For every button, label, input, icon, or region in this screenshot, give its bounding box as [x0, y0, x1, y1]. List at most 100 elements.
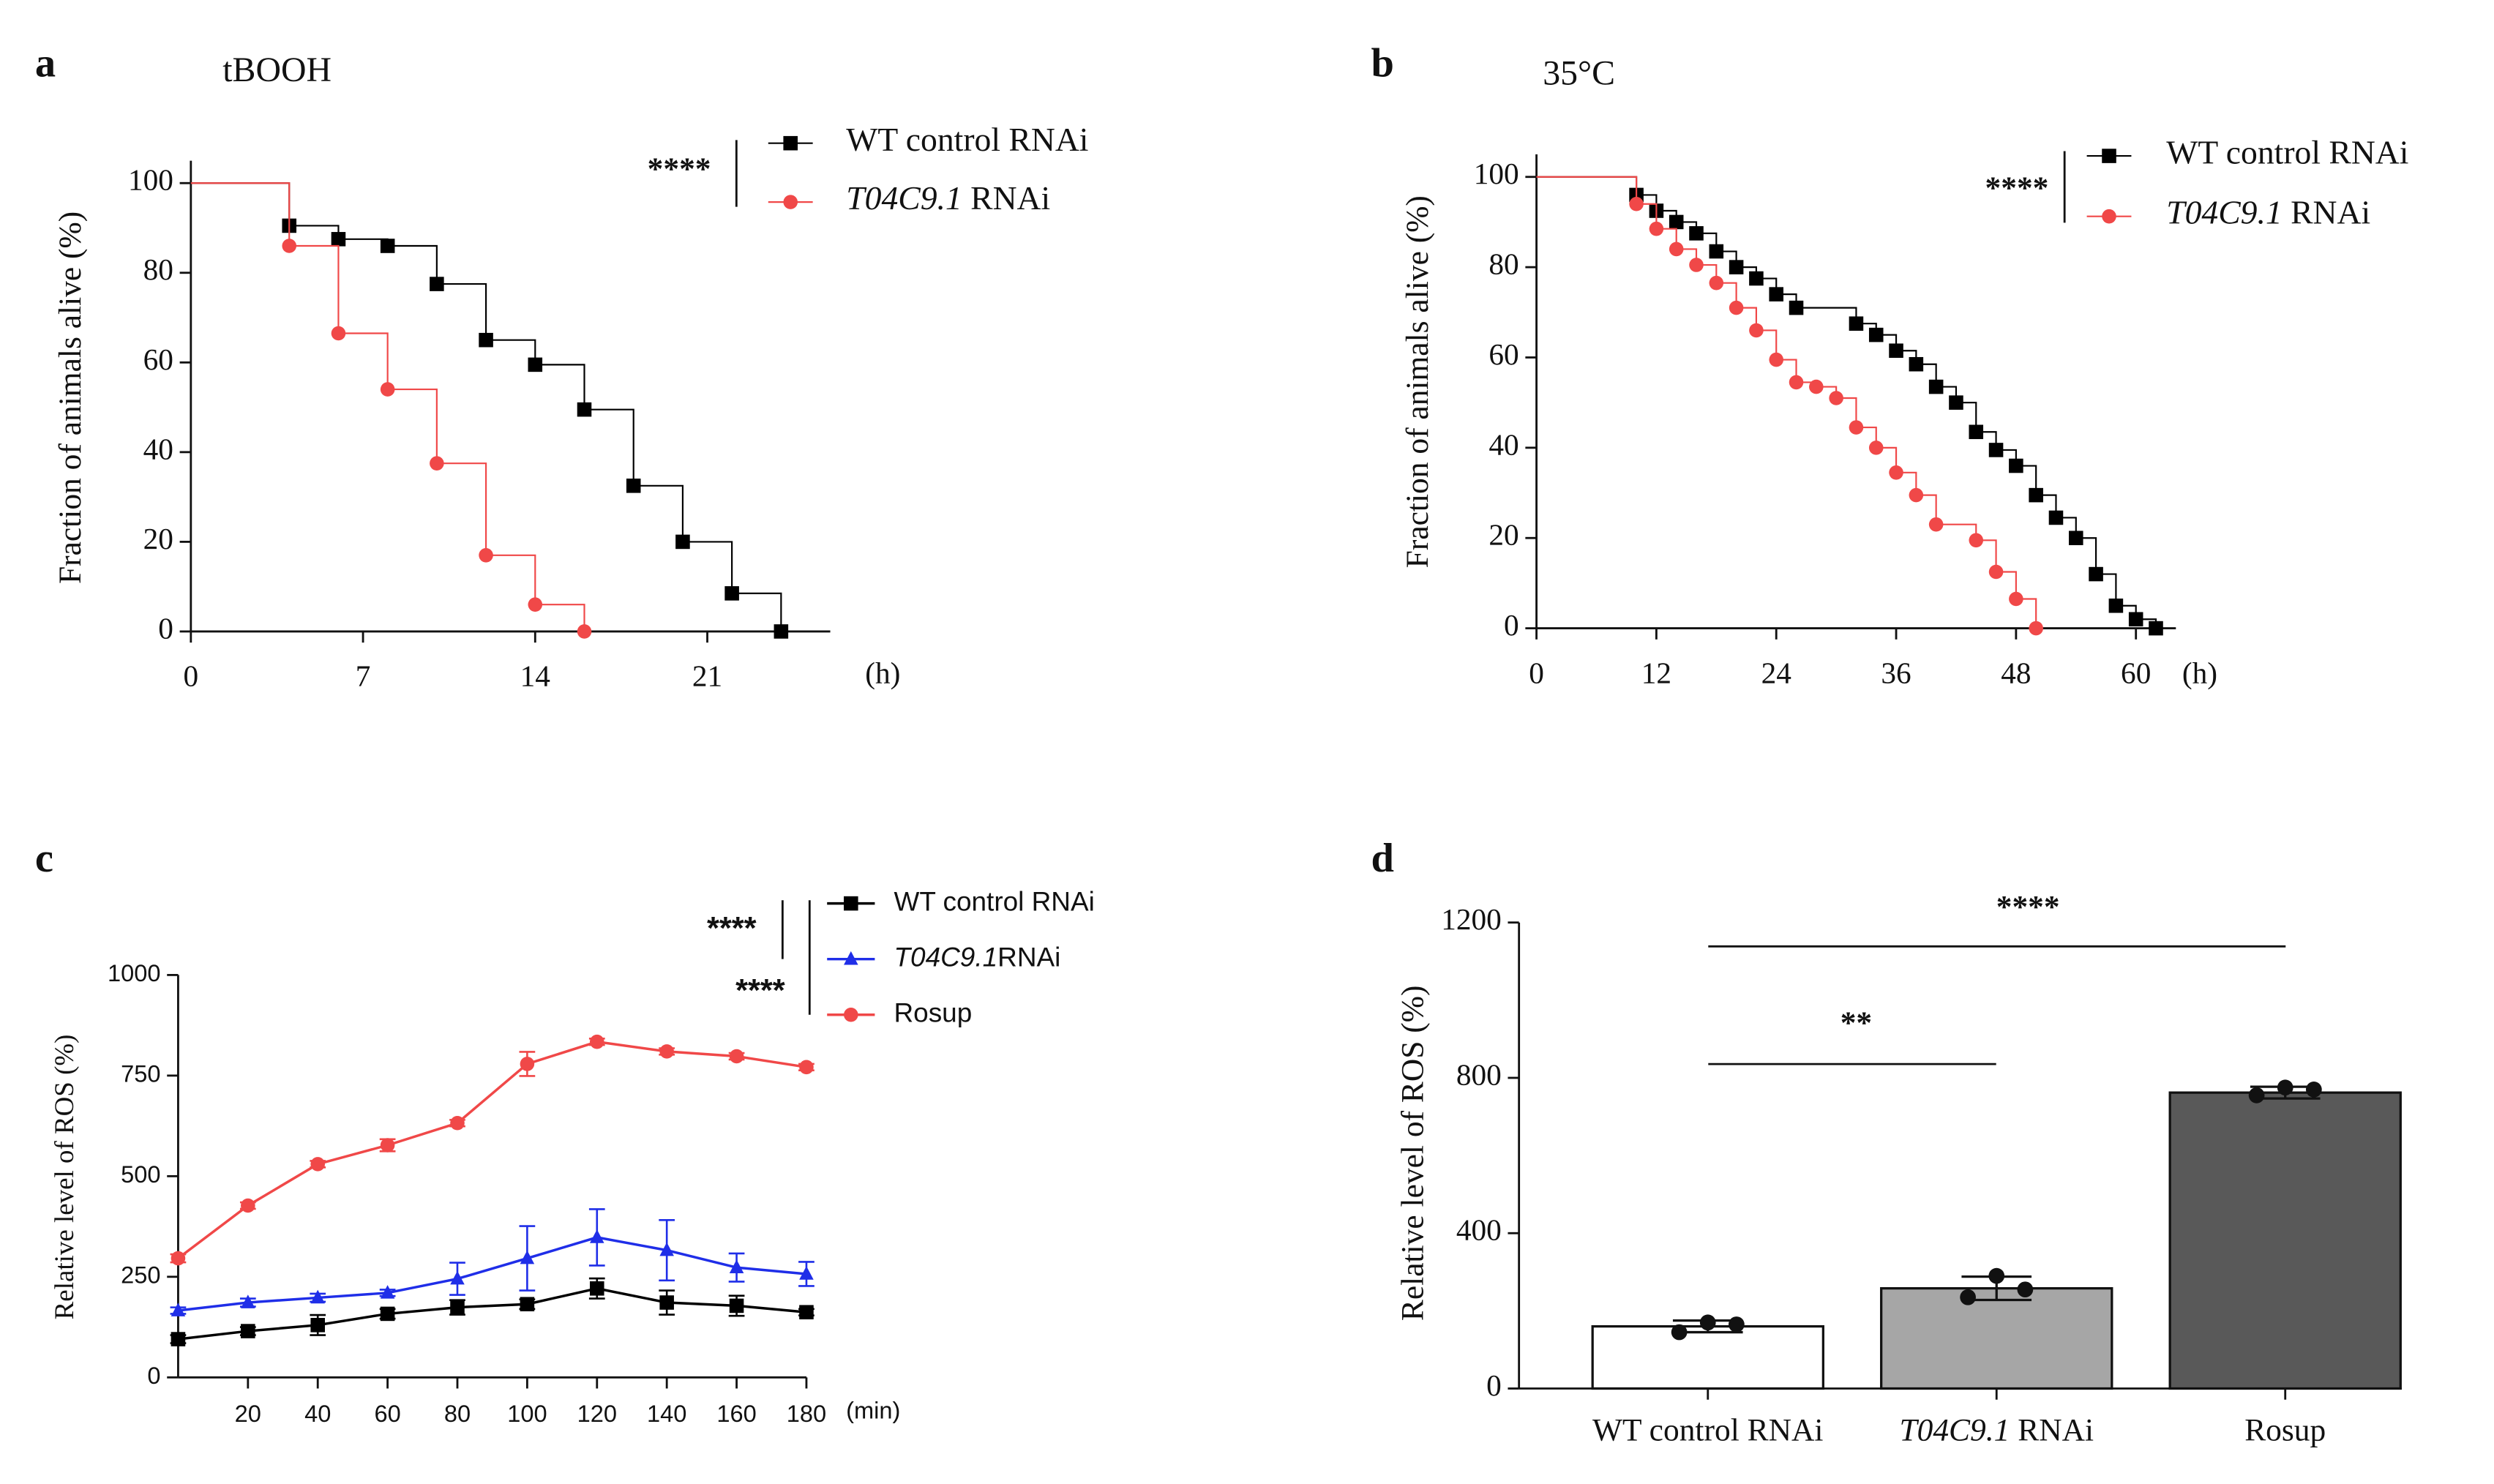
marker [528, 357, 543, 372]
marker [1909, 487, 1924, 503]
x-tick-label: 21 [692, 659, 722, 693]
data-point [2305, 1082, 2322, 1098]
x-tick-label: 120 [577, 1400, 617, 1427]
y-tick-label: 1200 [1441, 902, 1502, 936]
marker [1868, 441, 1884, 455]
marker [2108, 598, 2124, 613]
data-point [2248, 1087, 2265, 1103]
marker [1849, 420, 1864, 435]
y-tick-label: 400 [1456, 1213, 1502, 1247]
marker [310, 1289, 325, 1304]
marker [1789, 300, 1804, 315]
marker [520, 1250, 535, 1264]
marker [479, 548, 493, 563]
marker [1889, 343, 1903, 359]
y-axis-label: Fraction of animals alive (%) [1400, 195, 1435, 568]
marker [2029, 487, 2043, 503]
marker [479, 332, 493, 348]
marker [241, 1294, 255, 1308]
marker [1988, 443, 2004, 457]
legend-label: Rosup [894, 998, 972, 1028]
marker [1669, 241, 1684, 257]
marker [1809, 379, 1824, 394]
marker [774, 624, 789, 639]
marker [1669, 214, 1684, 230]
significance: **** [648, 151, 711, 187]
legend-marker [2102, 209, 2116, 224]
y-tick-label: 750 [121, 1060, 160, 1087]
marker [1729, 260, 1744, 274]
x-tick-label: 60 [374, 1400, 400, 1427]
panel-label: c [35, 836, 53, 881]
y-tick-label: 250 [121, 1261, 160, 1288]
panel-label: d [1371, 836, 1394, 881]
y-tick-label: 800 [1456, 1057, 1502, 1091]
marker [724, 586, 739, 601]
marker [2009, 458, 2023, 473]
marker [1649, 221, 1664, 236]
panel-label: a [35, 40, 56, 86]
marker [1629, 196, 1644, 211]
significance: **** [707, 911, 757, 946]
marker [241, 1324, 255, 1338]
marker [1889, 465, 1903, 480]
y-tick-label: 1000 [108, 959, 161, 986]
marker [729, 1049, 744, 1064]
y-tick-label: 100 [128, 163, 173, 197]
legend-label: WT control RNAi [2166, 134, 2408, 171]
legend-marker [783, 195, 798, 209]
y-tick-label: 20 [143, 522, 173, 555]
series-line [178, 1236, 807, 1312]
y-tick-label: 0 [147, 1362, 160, 1389]
marker [1789, 375, 1804, 390]
marker [2128, 612, 2143, 627]
marker [310, 1318, 325, 1333]
x-axis-label: (min) [846, 1397, 900, 1424]
x-tick-label: 0 [1529, 656, 1544, 689]
data-point [1671, 1324, 1688, 1341]
marker [310, 1157, 325, 1172]
y-tick-label: 100 [1474, 157, 1519, 190]
marker [380, 239, 395, 253]
x-tick-label: 140 [647, 1400, 686, 1427]
y-axis-label: Relative level of ROS (%) [49, 1035, 80, 1320]
marker [589, 1229, 604, 1243]
x-tick-label: Rosup [2244, 1412, 2326, 1447]
marker [577, 624, 592, 639]
x-axis-label: (h) [2182, 656, 2217, 690]
marker [675, 534, 690, 550]
x-tick-label: 48 [2001, 656, 2031, 689]
x-tick-label: 0 [183, 659, 198, 693]
y-axis-label: Fraction of animals alive (%) [53, 211, 88, 584]
chart-title: tBOOH [222, 50, 332, 89]
marker [1949, 395, 1963, 410]
marker [1769, 352, 1784, 367]
marker [729, 1298, 744, 1314]
significance: **** [1985, 170, 2049, 206]
data-point [1729, 1316, 1745, 1333]
marker [626, 479, 641, 493]
series-line [177, 1040, 807, 1259]
y-tick-label: 40 [143, 432, 173, 465]
legend-label: WT control RNAi [846, 121, 1088, 158]
series-line [190, 182, 585, 632]
marker [171, 1251, 186, 1266]
marker [1868, 327, 1884, 342]
marker [331, 232, 346, 247]
x-tick-label: T04C9.1 RNAi [1899, 1412, 2094, 1447]
marker [589, 1281, 604, 1296]
marker [1969, 424, 1984, 440]
x-tick-label: 24 [1761, 656, 1791, 689]
x-tick-label: WT control RNAi [1592, 1412, 1823, 1447]
x-tick-label: 60 [2121, 656, 2151, 689]
data-point [1960, 1289, 1976, 1305]
y-tick-label: 80 [143, 252, 173, 286]
x-tick-label: 36 [1881, 656, 1911, 689]
data-point [1988, 1267, 2005, 1284]
marker [171, 1332, 186, 1346]
marker [450, 1115, 465, 1131]
marker [450, 1300, 465, 1315]
marker [1988, 564, 2004, 580]
legend-marker [844, 951, 858, 965]
marker [799, 1060, 814, 1075]
